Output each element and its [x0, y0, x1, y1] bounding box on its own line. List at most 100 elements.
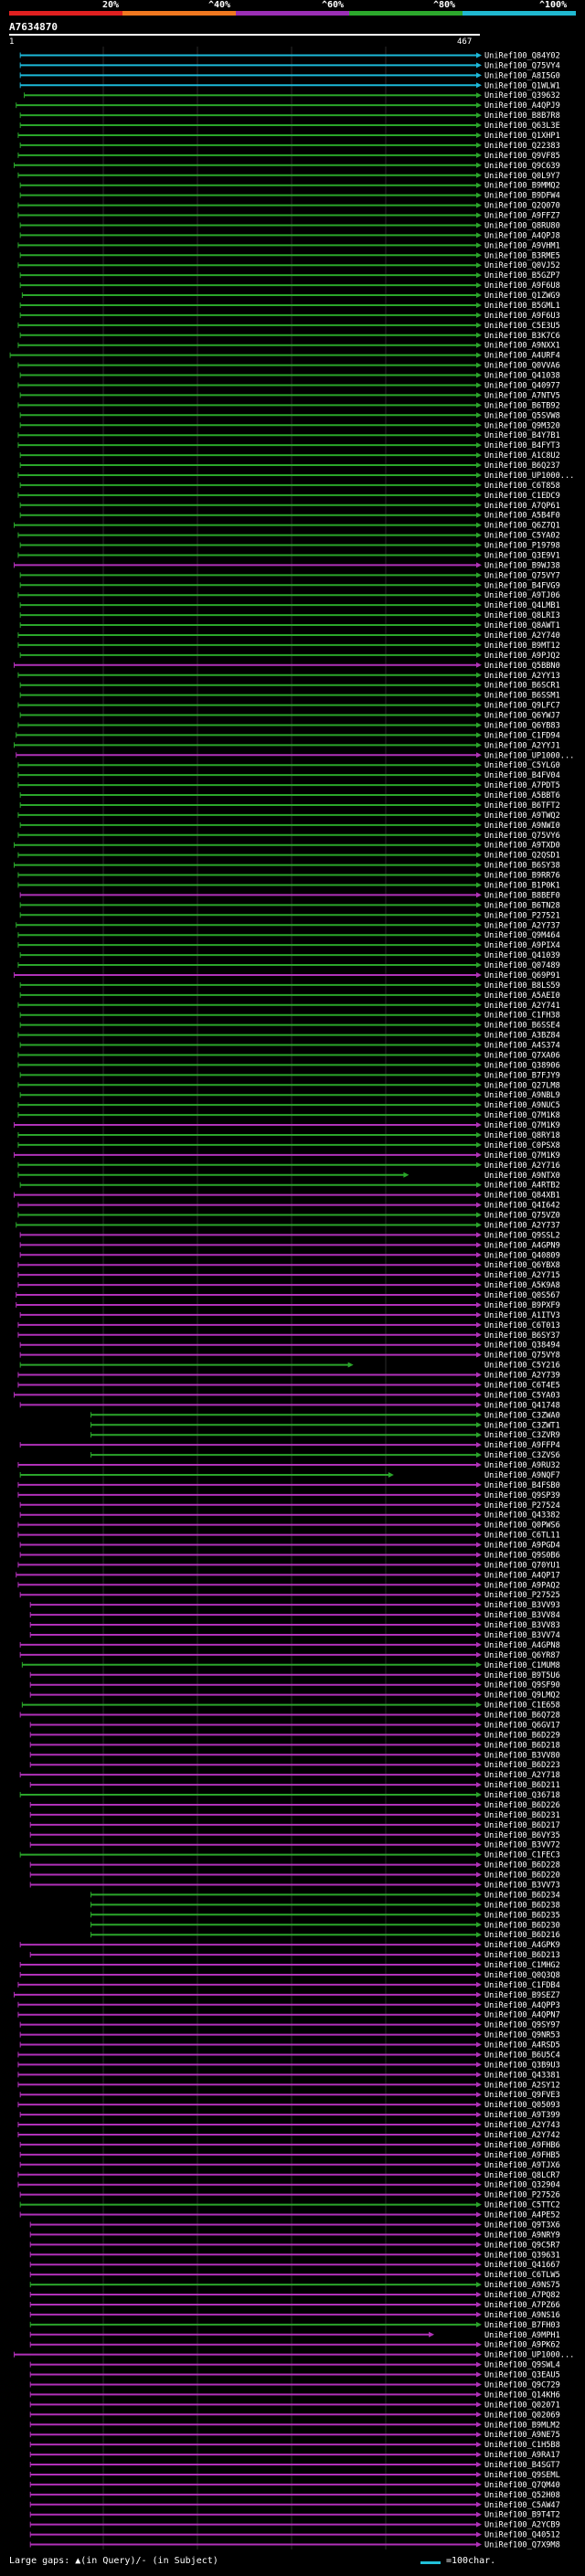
hit-label[interactable]: UniRef100_C3ZVS6 [484, 1451, 560, 1460]
hit-label[interactable]: UniRef100_A9PIX4 [484, 941, 560, 950]
hit-label[interactable]: UniRef100_A9NE75 [484, 2431, 560, 2440]
hit-label[interactable]: UniRef100_Q4LMB1 [484, 601, 560, 610]
hit-label[interactable]: UniRef100_B9SEZ7 [484, 1991, 560, 2000]
hit-label[interactable]: UniRef100_Q9SP39 [484, 1491, 560, 1500]
hit-label[interactable]: UniRef100_C1MHG2 [484, 1961, 560, 1970]
hit-label[interactable]: UniRef100_Q39632 [484, 91, 560, 101]
hit-label[interactable]: UniRef100_Q43381 [484, 2071, 560, 2080]
hit-label[interactable]: UniRef100_B4Y7B1 [484, 431, 560, 440]
hit-label[interactable]: UniRef100_B3VV93 [484, 1601, 560, 1610]
hit-label[interactable]: UniRef100_C1MUM8 [484, 1661, 560, 1670]
hit-label[interactable]: UniRef100_Q7X9M8 [484, 2541, 560, 2550]
hit-label[interactable]: UniRef100_C1H5B8 [484, 2441, 560, 2450]
hit-label[interactable]: UniRef100_A9FFP4 [484, 1441, 560, 1450]
hit-label[interactable]: UniRef100_B6Q728 [484, 1712, 560, 1721]
hit-label[interactable]: UniRef100_B6D213 [484, 1951, 560, 1960]
hit-label[interactable]: UniRef100_Q84XB1 [484, 1192, 560, 1201]
hit-label[interactable]: UniRef100_B3VV74 [484, 1631, 560, 1640]
hit-label[interactable]: UniRef100_C6TLW5 [484, 2271, 560, 2280]
hit-label[interactable]: UniRef100_A9NRY9 [484, 2231, 560, 2240]
hit-label[interactable]: UniRef100_C5TTC2 [484, 2201, 560, 2210]
hit-label[interactable]: UniRef100_B6D235 [484, 1911, 560, 1920]
hit-label[interactable]: UniRef100_Q0VJ52 [484, 261, 560, 270]
hit-label[interactable]: UniRef100_Q7QM40 [484, 2481, 560, 2490]
hit-label[interactable]: UniRef100_C5E3U5 [484, 322, 560, 331]
hit-label[interactable]: UniRef100_B6D229 [484, 1731, 560, 1740]
hit-label[interactable]: UniRef100_Q02071 [484, 2401, 560, 2410]
hit-label[interactable]: UniRef100_B4SGT7 [484, 2461, 560, 2470]
hit-label[interactable]: UniRef100_A2Y718 [484, 1771, 560, 1780]
hit-label[interactable]: UniRef100_B3VV80 [484, 1751, 560, 1760]
hit-label[interactable]: UniRef100_Q41667 [484, 2261, 560, 2270]
hit-label[interactable]: UniRef100_Q32904 [484, 2181, 560, 2190]
hit-label[interactable]: UniRef100_B6D217 [484, 1821, 560, 1830]
hit-label[interactable]: UniRef100_C3ZVR9 [484, 1431, 560, 1440]
hit-label[interactable]: UniRef100_C6TL11 [484, 1532, 560, 1541]
hit-label[interactable]: UniRef100_Q0L9Y7 [484, 172, 560, 181]
hit-label[interactable]: UniRef100_Q75VY8 [484, 1352, 560, 1361]
hit-label[interactable]: UniRef100_C1FEC3 [484, 1851, 560, 1860]
hit-label[interactable]: UniRef100_A4RTB2 [484, 1182, 560, 1191]
hit-label[interactable]: UniRef100_A9NTX0 [484, 1171, 560, 1181]
hit-label[interactable]: UniRef100_C1EDC9 [484, 492, 560, 501]
hit-label[interactable]: UniRef100_A7PDT5 [484, 781, 560, 790]
hit-label[interactable]: UniRef100_Q2QSD1 [484, 852, 560, 861]
hit-label[interactable]: UniRef100_B3VV72 [484, 1841, 560, 1850]
hit-label[interactable]: UniRef100_Q1XHP1 [484, 132, 560, 141]
hit-label[interactable]: UniRef100_B8BEF0 [484, 891, 560, 900]
hit-label[interactable]: UniRef100_Q8RY18 [484, 1131, 560, 1140]
hit-label[interactable]: UniRef100_Q9NR53 [484, 2031, 560, 2041]
hit-label[interactable]: UniRef100_Q41038 [484, 372, 560, 381]
hit-label[interactable]: UniRef100_A2YY13 [484, 672, 560, 681]
hit-label[interactable]: UniRef100_A5K9A8 [484, 1281, 560, 1290]
hit-label[interactable]: UniRef100_A5BBT6 [484, 791, 560, 800]
hit-label[interactable]: UniRef100_A7NTV5 [484, 391, 560, 400]
hit-label[interactable]: UniRef100_Q7M1K8 [484, 1111, 560, 1120]
hit-label[interactable]: UniRef100_B6D218 [484, 1741, 560, 1750]
hit-label[interactable]: UniRef100_B6SY37 [484, 1331, 560, 1341]
hit-label[interactable]: UniRef100_A4PE52 [484, 2211, 560, 2221]
hit-label[interactable]: UniRef100_A2SY12 [484, 2081, 560, 2090]
hit-label[interactable]: UniRef100_B6D220 [484, 1871, 560, 1881]
hit-label[interactable]: UniRef100_C3ZWT1 [484, 1421, 560, 1430]
hit-label[interactable]: UniRef100_Q5BBN0 [484, 662, 560, 671]
hit-label[interactable]: UniRef100_B6SSE4 [484, 1022, 560, 1031]
hit-label[interactable]: UniRef100_Q6YBX8 [484, 1261, 560, 1270]
hit-label[interactable]: UniRef100_A9NS75 [484, 2281, 560, 2290]
hit-label[interactable]: UniRef100_Q9SSL2 [484, 1231, 560, 1240]
hit-label[interactable]: UniRef100_B6D226 [484, 1801, 560, 1810]
hit-label[interactable]: UniRef100_Q7XA06 [484, 1051, 560, 1060]
hit-label[interactable]: UniRef100_Q8AWT1 [484, 621, 560, 631]
hit-label[interactable]: UniRef100_B6D211 [484, 1781, 560, 1790]
hit-label[interactable]: UniRef100_Q3B9U3 [484, 2061, 560, 2070]
hit-label[interactable]: UniRef100_UP1000... [484, 751, 574, 760]
hit-label[interactable]: UniRef100_C5Y216 [484, 1362, 560, 1371]
hit-label[interactable]: UniRef100_B6Q237 [484, 461, 560, 471]
hit-label[interactable]: UniRef100_A9RU32 [484, 1461, 560, 1470]
hit-label[interactable]: UniRef100_C6T013 [484, 1321, 560, 1330]
hit-label[interactable]: UniRef100_B8LS59 [484, 981, 560, 991]
hit-label[interactable]: UniRef100_Q75VY4 [484, 61, 560, 70]
hit-label[interactable]: UniRef100_B6D228 [484, 1861, 560, 1871]
hit-label[interactable]: UniRef100_Q6YB83 [484, 721, 560, 730]
hit-label[interactable]: UniRef100_B6TN28 [484, 901, 560, 910]
hit-label[interactable]: UniRef100_UP1000... [484, 472, 574, 481]
hit-label[interactable]: UniRef100_Q70YU1 [484, 1561, 560, 1570]
hit-label[interactable]: UniRef100_A9NQF7 [484, 1471, 560, 1480]
hit-label[interactable]: UniRef100_Q75VY6 [484, 832, 560, 841]
hit-label[interactable]: UniRef100_A1ITV3 [484, 1311, 560, 1320]
hit-label[interactable]: UniRef100_B9T5U6 [484, 1671, 560, 1680]
hit-label[interactable]: UniRef100_A2Y715 [484, 1271, 560, 1280]
hit-label[interactable]: UniRef100_Q02069 [484, 2411, 560, 2420]
hit-label[interactable]: UniRef100_A2Y716 [484, 1161, 560, 1171]
hit-label[interactable]: UniRef100_Q7M1K9 [484, 1121, 560, 1130]
hit-label[interactable]: UniRef100_Q9SEML [484, 2471, 560, 2480]
hit-label[interactable]: UniRef100_B6D223 [484, 1761, 560, 1770]
hit-label[interactable]: UniRef100_Q36718 [484, 1791, 560, 1800]
hit-label[interactable]: UniRef100_A4GPN9 [484, 1241, 560, 1250]
hit-label[interactable]: UniRef100_A2Y737 [484, 921, 560, 930]
hit-label[interactable]: UniRef100_P27526 [484, 2191, 560, 2200]
hit-label[interactable]: UniRef100_Q0PWS6 [484, 1521, 560, 1531]
hit-label[interactable]: UniRef100_A4GPK9 [484, 1941, 560, 1950]
hit-label[interactable]: UniRef100_C1FD94 [484, 731, 560, 740]
